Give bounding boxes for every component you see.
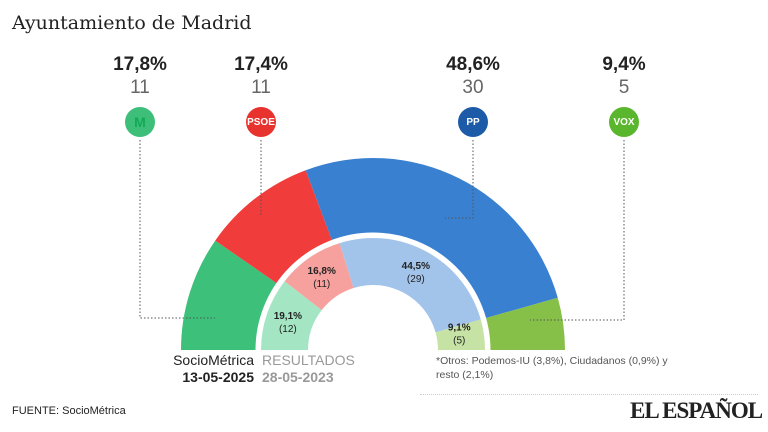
mas-madrid-logo-icon: M — [125, 107, 155, 137]
chart-title: Ayuntamiento de Madrid — [12, 12, 252, 34]
results-segment-2 — [339, 238, 481, 333]
results-pct-label: 19,1% — [274, 311, 302, 322]
results-segment-3 — [435, 319, 486, 350]
source: FUENTE: SocioMétrica — [12, 405, 126, 417]
results-pct-label: 9,1% — [448, 323, 471, 334]
survey-segment-3 — [485, 297, 565, 350]
results-seat-label: (5) — [453, 336, 465, 347]
party-vox: 9,4% 5 VOX — [584, 54, 664, 137]
results-segment-1 — [284, 243, 354, 311]
party-seats: 5 — [618, 77, 630, 98]
leader-lines — [139, 140, 625, 321]
results-pct-label: 16,8% — [308, 266, 336, 277]
legend-survey: SocioMétrica 13-05-2025 — [172, 352, 254, 386]
leader-line — [139, 140, 215, 319]
legend-survey-date: 13-05-2025 — [182, 369, 254, 385]
survey-segment-1 — [215, 170, 332, 284]
party-pp: 48,6% 30 PP — [433, 54, 513, 137]
legend-results-date: 28-05-2023 — [262, 369, 334, 385]
footnote: *Otros: Podemos-IU (3,8%), Ciudadanos (0… — [436, 355, 668, 381]
party-pct: 17,8% — [113, 54, 167, 75]
leader-line — [445, 140, 474, 219]
results-segment-0 — [261, 281, 322, 350]
results-seat-label: (29) — [407, 274, 425, 285]
results-seat-label: (12) — [279, 324, 297, 335]
party-psoe: 17,4% 11 PSOE — [221, 54, 301, 137]
legend-results: RESULTADOS 28-05-2023 — [262, 352, 355, 386]
party-seats: 30 — [462, 77, 484, 98]
party-mas-madrid: 17,8% 11 M — [100, 54, 180, 137]
party-seats: 11 — [251, 77, 271, 98]
results-pct-label: 44,5% — [402, 261, 430, 272]
psoe-logo-icon: PSOE — [246, 107, 276, 137]
divider — [420, 394, 758, 395]
party-pct: 17,4% — [234, 54, 288, 75]
party-pct: 48,6% — [446, 54, 500, 75]
leader-line — [530, 140, 625, 321]
party-seats: 11 — [130, 77, 150, 98]
vox-logo-icon: VOX — [609, 107, 639, 137]
survey-segment-0 — [181, 240, 277, 350]
survey-segment-2 — [305, 158, 558, 319]
el-espanol-logo: EL ESPAÑOL — [630, 398, 763, 423]
party-pct: 9,4% — [602, 54, 646, 75]
ring-gap — [255, 232, 491, 351]
legend-results-name: RESULTADOS — [262, 352, 355, 368]
legend-survey-name: SocioMétrica — [173, 352, 254, 368]
pp-logo-icon: PP — [458, 107, 488, 137]
results-seat-label: (11) — [313, 279, 330, 290]
